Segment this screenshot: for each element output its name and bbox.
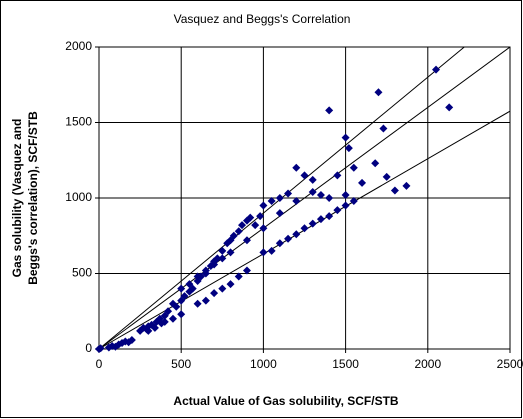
data-point <box>267 197 276 206</box>
data-point <box>201 266 210 275</box>
data-point <box>172 302 181 311</box>
x-tick-label: 0 <box>96 357 103 371</box>
data-point <box>379 124 388 133</box>
data-point <box>292 163 301 172</box>
data-point <box>242 266 251 275</box>
x-tick-label: 500 <box>171 357 191 371</box>
data-point <box>292 197 301 206</box>
data-point <box>349 163 358 172</box>
data-point <box>308 219 317 228</box>
data-point <box>234 227 243 236</box>
data-point <box>218 254 227 263</box>
data-point <box>164 307 173 316</box>
data-point <box>201 296 210 305</box>
data-point <box>292 230 301 239</box>
data-point <box>325 194 334 202</box>
data-point <box>96 344 105 353</box>
data-point <box>177 284 186 293</box>
data-point <box>432 65 441 74</box>
data-point <box>371 159 380 168</box>
data-point <box>300 224 309 233</box>
data-point <box>284 234 293 243</box>
data-point <box>193 272 202 281</box>
y-axis-label: Gas solubility (Vasquez and <box>10 119 24 278</box>
x-axis-label: Actual Value of Gas solubility, SCF/STB <box>173 394 398 408</box>
data-point <box>193 299 202 308</box>
data-point <box>242 236 251 245</box>
data-point <box>234 272 243 281</box>
x-tick-label: 2000 <box>414 357 441 371</box>
data-point <box>246 213 255 222</box>
data-point <box>259 201 268 210</box>
y-tick-label: 500 <box>72 266 92 280</box>
x-tick-label: 2500 <box>497 357 523 371</box>
data-point <box>275 194 284 202</box>
data-point <box>333 171 342 180</box>
data-point <box>259 224 268 233</box>
data-point <box>341 190 350 199</box>
chart-title: Vasquez and Beggs's Correlation <box>174 12 351 26</box>
y-tick-label: 0 <box>85 341 92 355</box>
data-point <box>316 190 325 199</box>
data-point <box>226 248 235 257</box>
reference-line <box>98 46 511 350</box>
x-tick-label: 1500 <box>332 357 359 371</box>
y-tick-label: 2000 <box>65 39 92 53</box>
data-point <box>210 260 219 269</box>
data-point <box>275 239 284 248</box>
y-axis-label: Beggs's correlation), SCF/STB <box>26 111 40 285</box>
data-point <box>267 246 276 255</box>
data-point <box>325 212 334 221</box>
data-point <box>226 280 235 289</box>
data-point <box>168 314 177 323</box>
data-point <box>308 175 317 184</box>
data-point <box>358 178 367 187</box>
data-point <box>445 103 454 112</box>
data-point <box>238 221 247 230</box>
data-point <box>150 323 159 332</box>
data-point <box>333 206 342 215</box>
data-point <box>127 335 136 344</box>
data-point <box>229 231 238 240</box>
y-tick-label: 1500 <box>65 115 92 129</box>
data-point <box>390 186 399 195</box>
data-point <box>213 254 222 263</box>
data-point <box>325 106 334 115</box>
data-point <box>180 292 189 301</box>
data-point <box>341 133 350 142</box>
data-point <box>341 201 350 210</box>
data-point <box>144 326 153 335</box>
data-point <box>210 289 219 298</box>
data-point <box>316 215 325 224</box>
data-point <box>374 88 383 97</box>
data-point <box>300 171 309 180</box>
data-point <box>218 246 227 255</box>
data-point <box>256 212 265 221</box>
data-point <box>275 209 284 218</box>
x-tick-label: 1000 <box>250 357 277 371</box>
data-point <box>177 310 186 319</box>
data-point <box>349 197 358 206</box>
data-point <box>160 317 169 326</box>
data-point <box>402 181 411 190</box>
data-point <box>284 189 293 198</box>
data-point <box>185 280 194 289</box>
data-point <box>344 144 353 153</box>
data-point <box>308 187 317 196</box>
y-tick-label: 1000 <box>65 190 92 204</box>
data-point <box>382 172 391 181</box>
data-point <box>251 221 260 230</box>
data-point <box>218 284 227 293</box>
data-point <box>259 248 268 257</box>
